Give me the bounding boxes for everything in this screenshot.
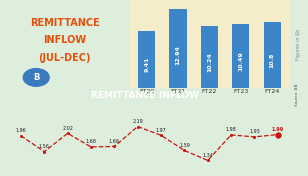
Text: 2.02: 2.02 [62,125,73,131]
Text: 10.49: 10.49 [238,51,243,71]
Bar [169,10,187,88]
Bar [138,31,155,88]
Text: 1.93: 1.93 [249,129,260,134]
Text: 1.96: 1.96 [15,128,26,133]
Text: Figures in $b: Figures in $b [296,28,301,60]
Text: 10.8: 10.8 [270,53,275,68]
Text: 12.94: 12.94 [176,45,180,65]
Text: 1.56: 1.56 [39,144,50,149]
Text: 1.97: 1.97 [156,128,166,133]
Text: 1.68: 1.68 [86,139,96,144]
Text: 1.59: 1.59 [179,143,190,148]
Text: Source: BB: Source: BB [295,84,299,106]
Bar [201,26,218,88]
Text: REMITTANCE: REMITTANCE [30,18,99,28]
Bar [264,22,281,88]
Text: (JUL-DEC): (JUL-DEC) [38,53,91,63]
Text: 1.69: 1.69 [109,139,120,144]
Text: 10.24: 10.24 [207,52,212,72]
Text: 1.98: 1.98 [226,127,237,132]
Text: 9.41: 9.41 [144,56,149,72]
Text: 1.99: 1.99 [272,127,284,132]
Text: 2.19: 2.19 [132,119,143,124]
Text: B: B [33,73,39,82]
Text: REMITTANCE INFLOW: REMITTANCE INFLOW [91,90,199,100]
Bar [232,24,249,88]
Circle shape [23,69,49,86]
Text: 1.34: 1.34 [202,153,213,158]
Text: INFLOW: INFLOW [43,35,86,45]
